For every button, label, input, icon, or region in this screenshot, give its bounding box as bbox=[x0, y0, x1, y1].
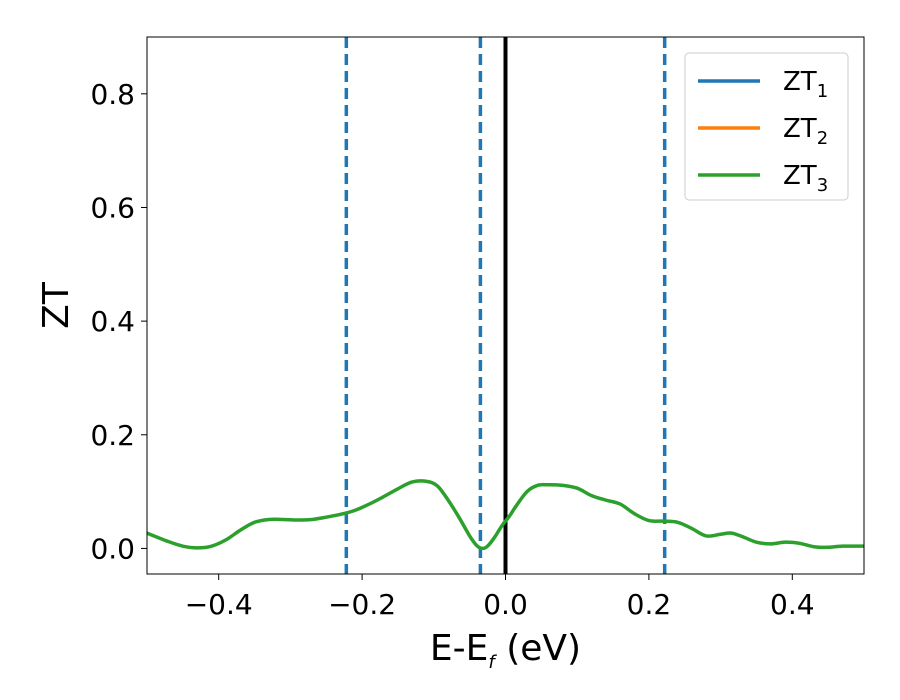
x-axis-title: E-Ef (eV) bbox=[430, 628, 581, 673]
x-axis-title-main: E-E bbox=[430, 628, 488, 669]
x-axis-title-sub: f bbox=[488, 652, 497, 673]
x-tick-label: 0.4 bbox=[770, 588, 815, 621]
y-tick-label: 0.2 bbox=[90, 419, 135, 452]
y-tick-label: 0.0 bbox=[90, 532, 135, 565]
y-tick-label: 0.8 bbox=[90, 78, 135, 111]
legend-box bbox=[684, 52, 849, 201]
ticks-layer: −0.4 −0.2 0.0 0.2 0.4 0.0 0.2 0.4 0.6 0.8 bbox=[90, 78, 814, 621]
legend-label-zt2: ZT2 bbox=[783, 114, 828, 149]
series-line-zt3 bbox=[147, 479, 864, 551]
x-tick-label: −0.4 bbox=[185, 588, 253, 621]
y-axis-title: ZT bbox=[36, 281, 77, 329]
x-axis-title-suffix: (eV) bbox=[495, 628, 581, 669]
legend: ZT1 ZT2 ZT3 bbox=[684, 52, 849, 201]
x-tick-label: 0.2 bbox=[627, 588, 672, 621]
x-tick-label: 0.0 bbox=[483, 588, 528, 621]
y-tick-label: 0.6 bbox=[90, 191, 135, 224]
legend-label-zt1: ZT1 bbox=[783, 67, 828, 102]
legend-label-zt3: ZT3 bbox=[783, 161, 828, 196]
plot-layer bbox=[147, 37, 864, 574]
plot-area bbox=[147, 37, 864, 574]
y-tick-label: 0.4 bbox=[90, 305, 135, 338]
x-tick-label: −0.2 bbox=[328, 588, 396, 621]
